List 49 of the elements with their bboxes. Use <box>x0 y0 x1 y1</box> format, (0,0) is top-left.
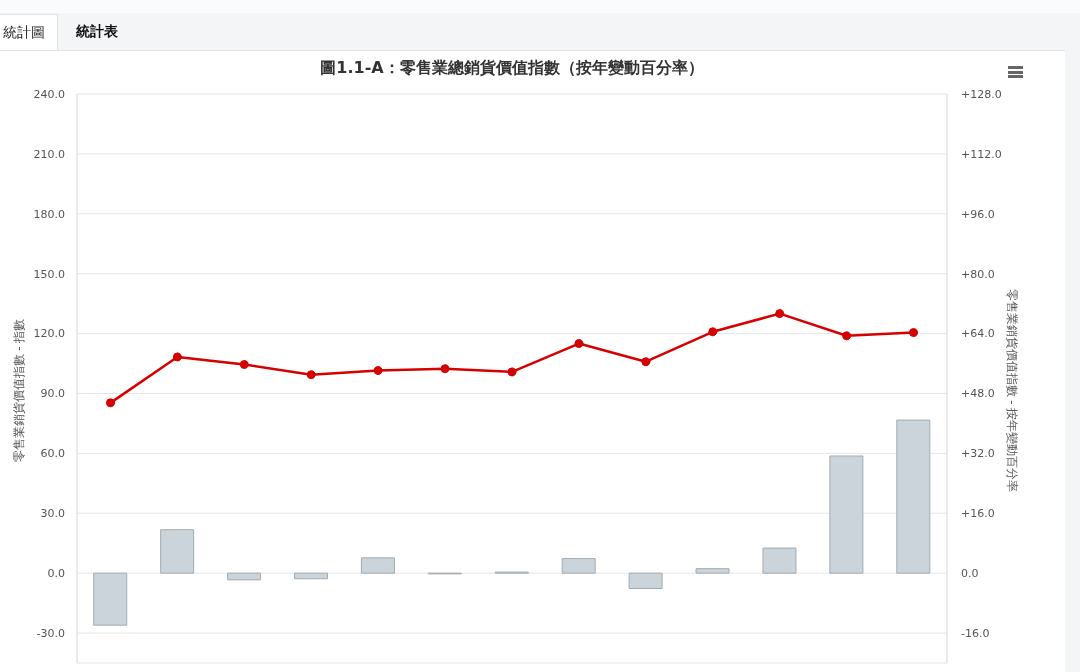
point <box>306 370 316 380</box>
y-tick-label: 180.0 <box>33 207 65 221</box>
chart-title: 圖1.1-A：零售業總銷貨價值指數（按年變動百分率） <box>319 58 705 79</box>
point <box>641 357 651 367</box>
point <box>239 360 249 370</box>
y2-tick-label: +32.0 <box>961 447 995 461</box>
y-tick-label: 0.0 <box>47 567 65 581</box>
point <box>507 367 517 377</box>
bar <box>227 572 262 581</box>
y2-tick-label: +80.0 <box>961 267 995 281</box>
y2-tick-label: +16.0 <box>961 507 995 521</box>
bar <box>896 419 931 574</box>
point <box>842 331 852 341</box>
bar <box>360 557 395 574</box>
y-tick-label: 30.0 <box>40 507 65 521</box>
y-tick-label: 90.0 <box>40 387 65 401</box>
y-tick-label: 150.0 <box>33 267 65 281</box>
text: 統計圖 <box>3 24 45 42</box>
y2-tick-label: -16.0 <box>961 626 990 640</box>
y-axis-title: 零售業銷貨價值指數 - 指數 <box>12 318 26 463</box>
point <box>373 366 383 376</box>
y2-tick-label: +112.0 <box>961 147 1002 161</box>
y-tick-label: -30.0 <box>36 626 65 640</box>
bar <box>93 572 128 626</box>
point <box>172 352 182 362</box>
bar <box>762 547 797 574</box>
y-tick-label: 60.0 <box>40 447 65 461</box>
y2-axis-title: 零售業銷貨價值指數 - 按年變動百分率 <box>1005 288 1019 493</box>
y2-tick-label: +48.0 <box>961 387 995 401</box>
y2-tick-label: 0.0 <box>961 567 979 581</box>
point <box>440 364 450 374</box>
bar <box>561 558 596 574</box>
y-tick-label: 210.0 <box>33 147 65 161</box>
y2-tick-label: +96.0 <box>961 207 995 221</box>
bar <box>294 572 328 580</box>
point <box>708 327 718 337</box>
point <box>909 328 919 338</box>
y-tick-label: 120.0 <box>33 327 65 341</box>
bar <box>628 572 663 590</box>
y2-tick-label: +128.0 <box>961 87 1002 101</box>
point <box>574 339 584 349</box>
bar <box>829 455 864 574</box>
point <box>105 398 115 408</box>
text: 統計表 <box>76 23 118 41</box>
y2-tick-label: +64.0 <box>961 327 995 341</box>
bar <box>695 568 730 574</box>
y-tick-label: 240.0 <box>33 87 65 101</box>
bar <box>160 529 195 574</box>
point <box>775 309 785 319</box>
